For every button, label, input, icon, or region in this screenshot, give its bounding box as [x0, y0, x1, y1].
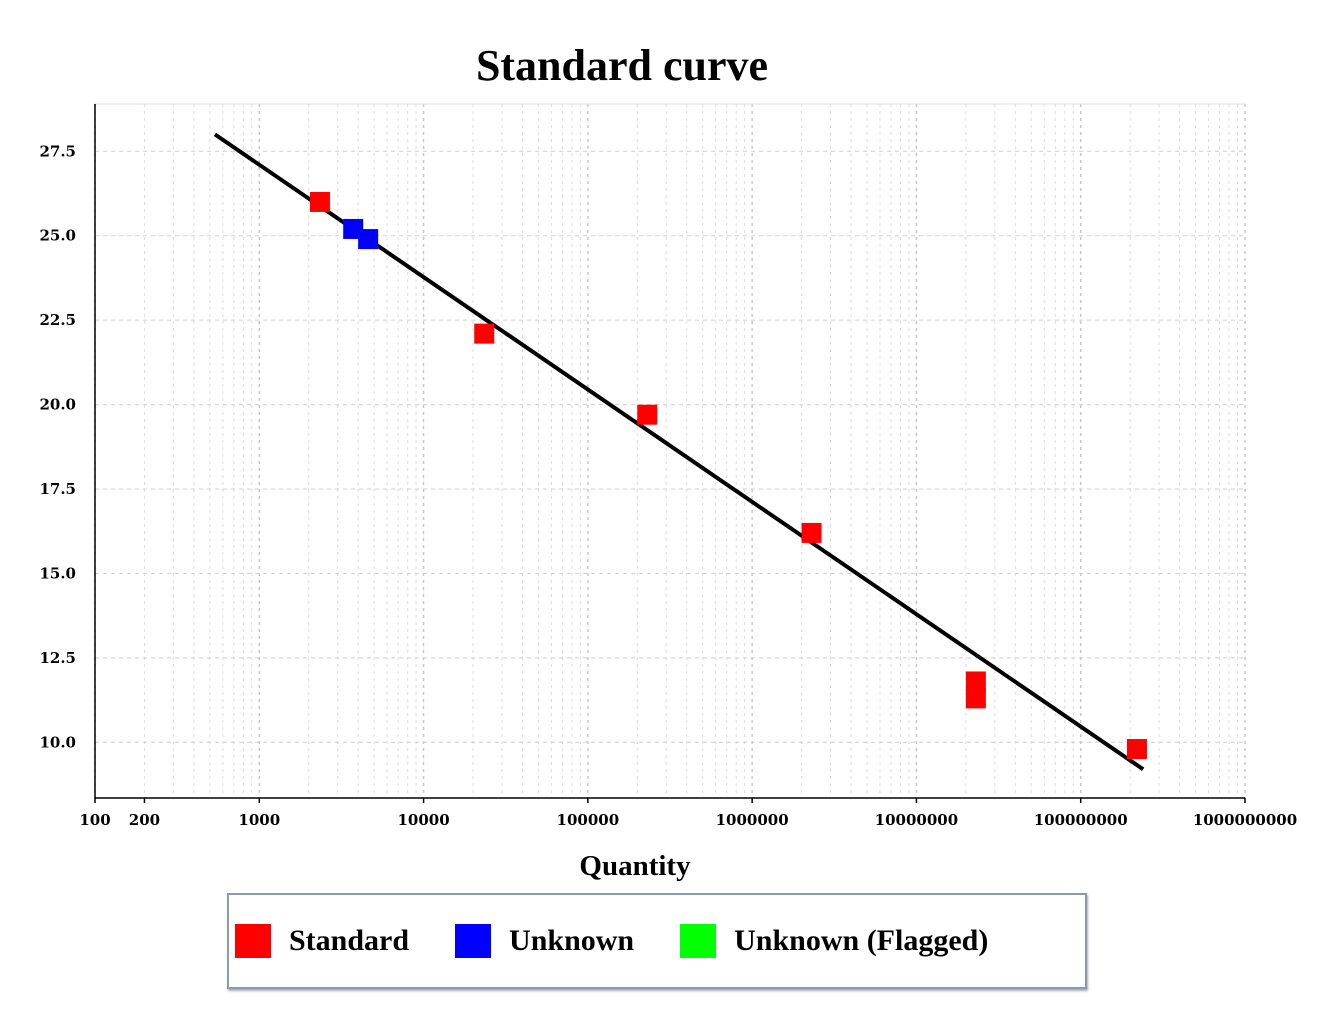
- x-tick-label: 100: [79, 811, 110, 829]
- legend-item-standard: Standard: [235, 924, 409, 958]
- x-tick-label: 1000000: [716, 811, 789, 829]
- y-tick-label: 27.5: [39, 142, 76, 160]
- x-tick-label: 1000: [238, 811, 280, 829]
- data-point-standard: [474, 323, 495, 344]
- y-tick-label: 12.5: [39, 649, 76, 667]
- legend-label: Unknown: [509, 924, 635, 957]
- x-tick-label: 100000: [557, 811, 620, 829]
- legend-label: Standard: [289, 924, 410, 957]
- x-tick-label: 10000: [397, 811, 449, 829]
- data-point-standard: [637, 404, 658, 425]
- data-point-standard: [965, 671, 986, 692]
- data-point-unknown: [358, 229, 379, 250]
- x-tick-label: 1000000000: [1193, 811, 1297, 829]
- legend-swatch: [235, 924, 271, 958]
- x-axis-label: Quantity: [579, 850, 691, 882]
- y-tick-label: 20.0: [39, 396, 76, 414]
- data-point-standard: [1126, 739, 1147, 760]
- y-tick-label: 15.0: [39, 564, 76, 582]
- y-tick-label: 22.5: [39, 311, 76, 329]
- data-point-standard: [965, 688, 986, 709]
- data-point-standard: [801, 522, 822, 543]
- legend-label: Unknown (Flagged): [734, 924, 989, 957]
- x-tick-label: 200: [129, 811, 160, 829]
- legend-item-unknown: Unknown: [455, 924, 634, 958]
- y-tick-label: 25.0: [39, 227, 76, 245]
- legend: Standard Unknown Unknown (Flagged): [227, 893, 1087, 989]
- legend-item-unknown-flagged: Unknown (Flagged): [680, 924, 988, 958]
- y-tick-label: 17.5: [39, 480, 76, 498]
- x-tick-label: 100000000: [1034, 811, 1128, 829]
- y-tick-label: 10.0: [39, 733, 76, 751]
- legend-swatch: [455, 924, 492, 958]
- x-tick-label: 10000000: [875, 811, 959, 829]
- legend-swatch: [680, 924, 717, 958]
- data-point-standard: [309, 191, 330, 212]
- chart-title: Standard curve: [475, 41, 769, 90]
